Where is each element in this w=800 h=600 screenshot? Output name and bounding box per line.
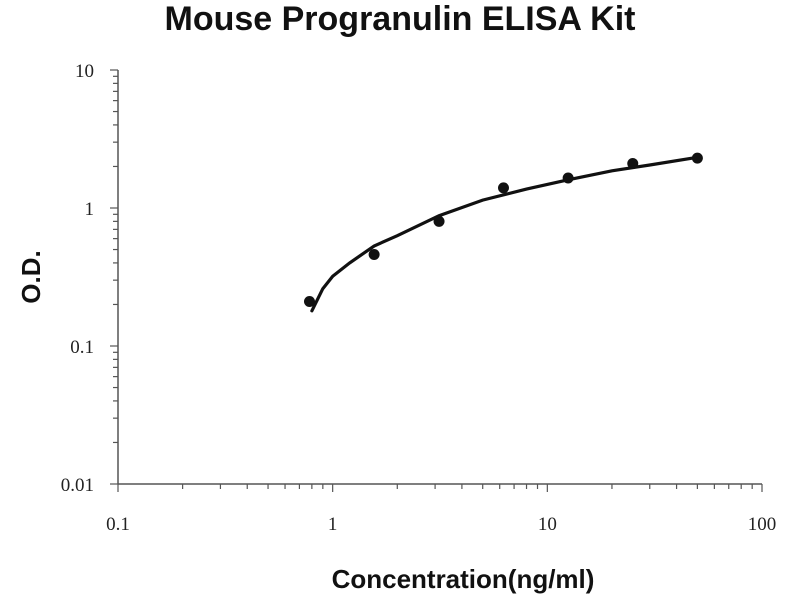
axis-ticks xyxy=(110,69,763,492)
data-point xyxy=(304,296,316,308)
data-point xyxy=(562,172,574,184)
y-axis-title: O.D. xyxy=(16,250,46,303)
data-points xyxy=(304,152,703,308)
y-tick-label: 0.1 xyxy=(70,337,94,358)
fit-curve xyxy=(310,155,699,313)
chart-title: Mouse Progranulin ELISA Kit xyxy=(165,0,636,38)
data-point xyxy=(691,152,703,164)
data-point xyxy=(368,249,380,261)
x-tick-label: 10 xyxy=(538,514,557,535)
data-point xyxy=(433,215,445,227)
x-tick-label: 100 xyxy=(748,514,777,535)
x-tick-label: 1 xyxy=(328,514,338,535)
data-point xyxy=(498,182,510,194)
axes xyxy=(117,70,762,485)
tick-labels: 0.1 1 10 100 0.01 0.1 1 10 xyxy=(61,61,777,535)
x-axis-title: Concentration(ng/ml) xyxy=(332,564,595,594)
data-point xyxy=(627,158,639,170)
y-tick-label: 0.01 xyxy=(61,475,94,496)
y-tick-label: 1 xyxy=(85,199,95,220)
x-tick-label: 0.1 xyxy=(106,514,130,535)
y-tick-label: 10 xyxy=(75,61,94,82)
